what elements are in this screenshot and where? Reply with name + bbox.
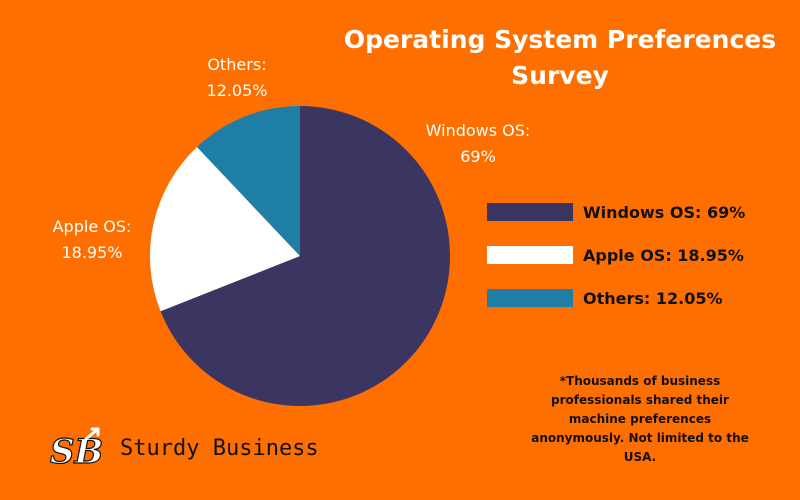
pie-slice-others	[196, 106, 300, 256]
slice-label-windows: Windows OS: 69%	[426, 121, 531, 166]
legend-label-windows: Windows OS: 69%	[583, 202, 746, 222]
legend-swatch-windows	[487, 203, 573, 221]
brand-name: Sturdy Business	[120, 435, 319, 461]
brand: SB Sturdy Business	[48, 425, 319, 471]
slice-label-apple-value: 18.95%	[61, 243, 122, 262]
legend-label-apple: Apple OS: 18.95%	[583, 245, 744, 265]
slice-label-windows-name: Windows OS:	[426, 121, 531, 140]
slice-label-apple-name: Apple OS:	[53, 217, 132, 236]
brand-logo-icon: SB	[49, 427, 104, 471]
pie-slice-windows	[160, 106, 451, 406]
legend-swatch-others	[487, 289, 573, 307]
pie-slice-apple	[150, 146, 300, 312]
legend-swatch-apple	[487, 246, 573, 264]
chart-title: Operating System Preferences Survey	[340, 22, 780, 94]
slice-label-others: Others: 12.05%	[206, 55, 267, 100]
slice-label-others-name: Others:	[207, 55, 266, 74]
slice-label-windows-value: 69%	[460, 147, 496, 166]
pie-slices	[150, 106, 451, 406]
legend: Windows OS: 69% Apple OS: 18.95% Others:…	[487, 201, 745, 330]
footnote: *Thousands of business professionals sha…	[531, 374, 749, 464]
chart-title-line-1: Operating System Preferences	[343, 25, 777, 54]
chart-title-line-2: Survey	[511, 61, 609, 90]
legend-item-others: Others: 12.05%	[487, 287, 745, 309]
legend-item-apple: Apple OS: 18.95%	[487, 244, 745, 266]
slice-label-others-value: 12.05%	[206, 81, 267, 100]
legend-item-windows: Windows OS: 69%	[487, 201, 745, 223]
slice-label-apple: Apple OS: 18.95%	[53, 217, 132, 262]
legend-label-others: Others: 12.05%	[583, 288, 723, 308]
brand-logo-text: SB	[50, 432, 103, 471]
